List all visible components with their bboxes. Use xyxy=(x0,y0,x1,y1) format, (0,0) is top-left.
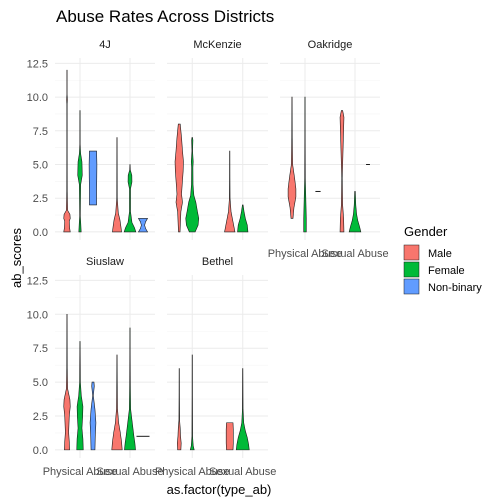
y-tick-label: 5.0 xyxy=(33,160,48,172)
facet-label: Bethel xyxy=(202,256,233,268)
violin-oakridge-sexual-female xyxy=(348,191,362,233)
violin-oakridge-physical-male xyxy=(287,96,297,219)
legend-key xyxy=(403,278,420,295)
violin-mckenzie-physical-male xyxy=(174,123,184,233)
facet-label: Siuslaw xyxy=(86,256,124,268)
x-tick-label: Sexual Abuse xyxy=(209,466,276,478)
violin-4j-sexual-male xyxy=(112,137,122,233)
legend-label: Female xyxy=(428,265,465,277)
panel-4j: 4J 0.0 2.5 5.0 7.5 10.0 12.5 xyxy=(27,39,155,240)
violin-bethel-sexual-male xyxy=(225,422,234,451)
x-axis-title: as.factor(type_ab) xyxy=(167,482,272,497)
violin-mckenzie-sexual-female xyxy=(237,204,249,233)
violin-oakridge-physical-female xyxy=(303,96,307,233)
violin-mckenzie-physical-female xyxy=(185,137,200,233)
panel-mckenzie: McKenzie xyxy=(167,39,268,240)
y-tick-label: 0.0 xyxy=(33,445,48,457)
y-tick-label: 2.5 xyxy=(33,411,48,423)
y-tick-label: 12.5 xyxy=(27,58,48,70)
legend-item-non-binary: Non-binary xyxy=(403,278,482,295)
facet-panels: 4J 0.0 2.5 5.0 7.5 10.0 12.5 McKenzie Oakridge Ph… xyxy=(27,39,389,478)
y-tick-label: 12.5 xyxy=(27,275,48,287)
facet-label: McKenzie xyxy=(193,39,241,51)
y-tick-label: 7.5 xyxy=(33,343,48,355)
legend: Gender Male Female Non-binary xyxy=(403,224,482,295)
violin-oakridge-sexual-male xyxy=(339,110,345,233)
y-tick-label: 10.0 xyxy=(27,92,48,104)
violin-siuslaw-sexual-male xyxy=(111,354,123,451)
panel-siuslaw: Siuslaw 0.0 2.5 5.0 7.5 10.0 12.5 Physical Abus… xyxy=(27,256,164,478)
legend-key xyxy=(403,244,420,261)
legend-item-female: Female xyxy=(403,261,465,278)
y-tick-label: 2.5 xyxy=(33,193,48,205)
legend-entries: Male Female Non-binary xyxy=(403,244,482,295)
facet-label: 4J xyxy=(99,39,111,51)
violin-4j-physical-female xyxy=(77,110,83,233)
x-tick-label: Physical Abuse xyxy=(268,248,343,260)
y-tick-label: 0.0 xyxy=(33,227,48,239)
violin-4j-sexual-female xyxy=(123,164,137,233)
x-tick-label: Physical Abuse xyxy=(155,466,230,478)
violin-bethel-physical-female xyxy=(189,354,195,451)
violin-4j-physical-non-binary xyxy=(88,150,98,206)
violin-siuslaw-physical-non-binary xyxy=(89,381,97,451)
x-tick-label: Physical Abuse xyxy=(43,466,118,478)
y-axis-title: ab_scores xyxy=(9,228,24,288)
y-tick-label: 10.0 xyxy=(27,309,48,321)
violin-4j-sexual-non-binary xyxy=(137,218,149,233)
y-tick-label: 7.5 xyxy=(33,126,48,138)
violin-mckenzie-sexual-male xyxy=(224,150,236,233)
legend-label: Non-binary xyxy=(428,282,482,294)
violin-bethel-physical-male xyxy=(176,368,182,451)
chart-title: Abuse Rates Across Districts xyxy=(56,7,274,26)
legend-label: Male xyxy=(428,248,452,260)
violin-bethel-sexual-female xyxy=(235,368,250,451)
legend-key xyxy=(403,261,420,278)
legend-item-male: Male xyxy=(403,244,452,261)
violin-4j-physical-male xyxy=(63,69,71,233)
legend-title: Gender xyxy=(404,224,448,239)
violin-siuslaw-physical-female xyxy=(76,341,84,451)
y-tick-label: 5.0 xyxy=(33,377,48,389)
x-tick-label: Sexual Abuse xyxy=(96,466,163,478)
x-tick-label: Sexual Abuse xyxy=(321,248,388,260)
violin-siuslaw-physical-male xyxy=(63,314,71,451)
facet-label: Oakridge xyxy=(308,39,353,51)
violin-siuslaw-sexual-female xyxy=(124,327,136,451)
